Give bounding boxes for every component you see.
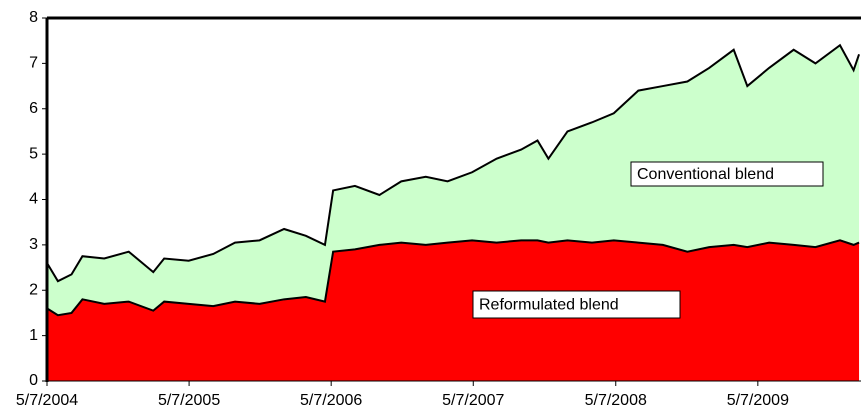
y-tick-label: 7 [29,55,38,72]
x-tick-label: 5/7/2009 [727,392,789,409]
y-tick-label: 3 [29,236,38,253]
series-label-box [630,161,824,187]
y-tick-label: 2 [29,281,38,298]
y-tick-label: 8 [29,9,38,26]
y-tick-label: 5 [29,145,38,162]
area-outline [46,43,860,283]
x-tick-label: 5/7/2004 [16,392,78,409]
area [47,240,860,381]
area-outline [46,239,860,317]
y-tick-label: 0 [29,372,38,389]
y-tick-label: 6 [29,100,38,117]
series-label: Reformulated blend [479,297,619,314]
y-tick-label: 4 [29,191,38,208]
x-tick-label: 5/7/2007 [442,392,504,409]
y-tick-label: 1 [29,327,38,344]
x-tick-label: 5/7/2005 [158,392,220,409]
x-tick-label: 5/7/2008 [585,392,647,409]
series-label-box [472,290,681,319]
x-tick-label: 5/7/2006 [300,392,362,409]
series-label: Conventional blend [637,166,774,183]
